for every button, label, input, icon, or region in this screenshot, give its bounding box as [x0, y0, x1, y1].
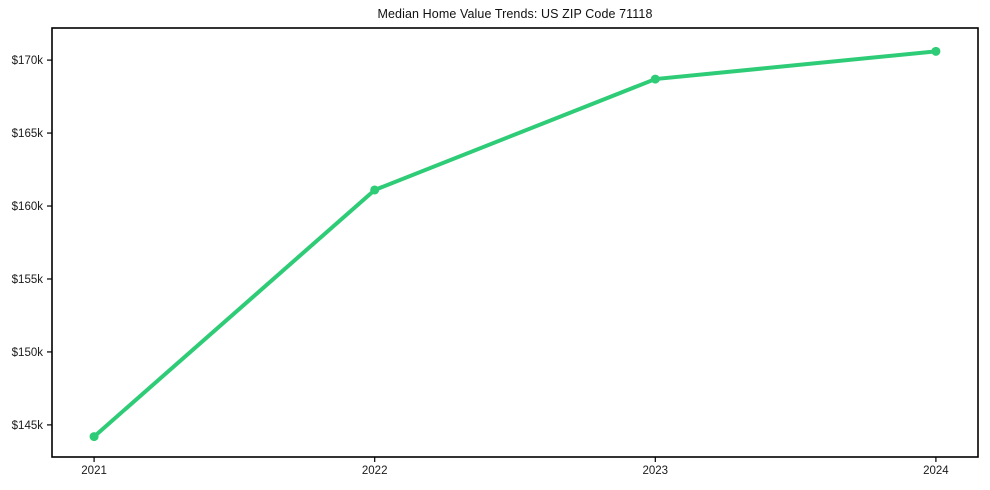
y-axis-tick-label: $160k [12, 201, 44, 213]
y-axis-tick-label: $165k [12, 128, 44, 140]
x-axis-tick-label: 2023 [643, 465, 669, 477]
y-axis-tick-label: $170k [12, 55, 44, 67]
y-axis-tick-label: $150k [12, 347, 44, 359]
x-axis-tick-label: 2021 [81, 465, 107, 477]
series-line [92, 49, 938, 439]
data-point-marker [89, 432, 99, 442]
y-axis-tick-label: $145k [12, 420, 44, 432]
data-point-marker [650, 74, 660, 84]
data-point-marker [931, 46, 941, 56]
x-axis-tick-label: 2024 [923, 465, 949, 477]
plot-border [51, 27, 979, 458]
chart-title: Median Home Value Trends: US ZIP Code 71… [377, 7, 653, 21]
x-axis-tick-label: 2022 [362, 465, 388, 477]
data-point-marker [370, 185, 380, 195]
y-axis-tick-label: $155k [12, 274, 44, 286]
